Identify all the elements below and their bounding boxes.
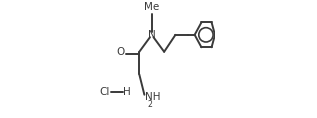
Text: NH: NH — [145, 92, 160, 102]
Text: Me: Me — [144, 2, 159, 12]
Text: N: N — [148, 30, 156, 40]
Text: H: H — [124, 87, 131, 97]
Text: O: O — [116, 47, 125, 57]
Text: Cl: Cl — [100, 87, 110, 97]
Text: 2: 2 — [147, 100, 152, 109]
